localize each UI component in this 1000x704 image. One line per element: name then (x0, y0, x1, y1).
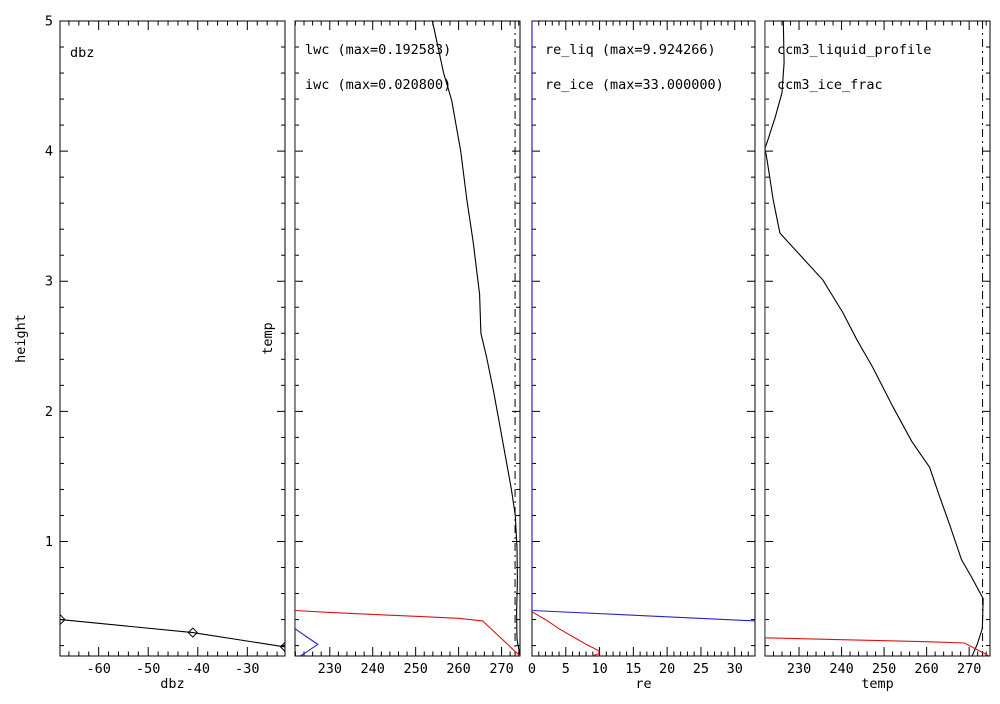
y-tick-label: 5 (45, 14, 53, 30)
series-re_liq (532, 611, 600, 656)
annotation-ccm3-0: ccm3_liquid_profile (777, 42, 931, 58)
series-lwc (295, 609, 520, 656)
series-iwc (295, 21, 319, 656)
x-tick-label: 30 (727, 661, 743, 677)
x-tick-label: 10 (591, 661, 607, 677)
x-axis-lwc-iwc: 230 240 250 260 270 (294, 21, 520, 677)
annotation-re-1: re_ice (max=33.000000) (545, 77, 724, 93)
panel-frame (294, 20, 521, 657)
y-axis-lwc-iwc (295, 20, 520, 647)
x-tick-label: 230 (787, 661, 811, 677)
x-tick-label: 5 (562, 661, 570, 677)
x-tick-label: 20 (659, 661, 675, 677)
x-tick-label: 270 (957, 661, 981, 677)
y-tick-label: 4 (45, 144, 53, 160)
series-ccm3_liquid_profile (765, 21, 990, 656)
series-re_ice (532, 21, 755, 622)
x-axis-dbz: -60 -50 -40 -30 dbz (68, 21, 278, 692)
panel-re: 0 5 10 15 20 25 30 re re_liq (max=9.924266) re_ic… (528, 20, 756, 692)
annotation-ccm3-1: ccm3_ice_frac (777, 77, 883, 93)
panel-frame (59, 20, 286, 657)
y-axis-re (532, 20, 755, 647)
x-axis-title-ccm3: temp (861, 676, 894, 692)
panel-frame (531, 20, 756, 657)
diamond-marker (187, 627, 199, 638)
x-tick-label: 250 (403, 661, 427, 677)
x-tick-label: 260 (446, 661, 470, 677)
y-axis-ccm3 (765, 20, 990, 647)
x-tick-label: 240 (361, 661, 385, 677)
y-tick-label: 3 (45, 274, 53, 290)
x-tick-label: -50 (136, 661, 160, 677)
x-tick-label: 240 (829, 661, 853, 677)
y-tick-label: 1 (45, 534, 53, 550)
diamond-marker (279, 641, 285, 653)
x-tick-label: 260 (914, 661, 938, 677)
left-axis-title-dbz: height (13, 314, 29, 363)
x-axis-title-dbz: dbz (160, 676, 184, 692)
panel-frame (764, 20, 991, 657)
series-temp (765, 21, 984, 656)
x-tick-label: 15 (625, 661, 641, 677)
x-axis-title-re: re (635, 676, 651, 692)
y-tick-label: 2 (45, 404, 53, 420)
diamond-marker (60, 614, 66, 625)
annotation-lwc-iwc-0: lwc (max=0.192583) (305, 42, 451, 58)
panel-dbz: -60 -50 -40 -30 dbz 1 2 3 4 5 height dbz (13, 14, 286, 692)
x-tick-label: -60 (86, 661, 110, 677)
annotation-lwc-iwc-1: iwc (max=0.020800) (305, 77, 451, 93)
x-tick-label: 25 (693, 661, 709, 677)
x-tick-label: -30 (235, 661, 259, 677)
x-axis-ccm3: 230 240 250 260 270 temp (764, 21, 987, 692)
panel-ccm3: 230 240 250 260 270 temp ccm3_liquid_profilecc… (764, 20, 991, 692)
series-dbz (60, 619, 285, 648)
x-tick-label: 230 (318, 661, 342, 677)
y-axis-dbz: 1 2 3 4 5 (45, 14, 285, 647)
annotation-dbz-0: dbz (70, 45, 94, 61)
x-axis-re: 0 5 10 15 20 25 30 re (528, 21, 756, 692)
x-tick-label: 250 (872, 661, 896, 677)
left-axis-title-lwc-iwc: temp (260, 322, 276, 355)
series-temp (431, 21, 520, 656)
x-tick-label: 270 (489, 661, 513, 677)
x-tick-label: -40 (186, 661, 210, 677)
annotation-re-0: re_liq (max=9.924266) (545, 42, 716, 58)
panel-lwc-iwc: 230 240 250 260 270 temp lwc (max=0.192583) iwc… (260, 20, 521, 677)
x-tick-label: 0 (528, 661, 536, 677)
